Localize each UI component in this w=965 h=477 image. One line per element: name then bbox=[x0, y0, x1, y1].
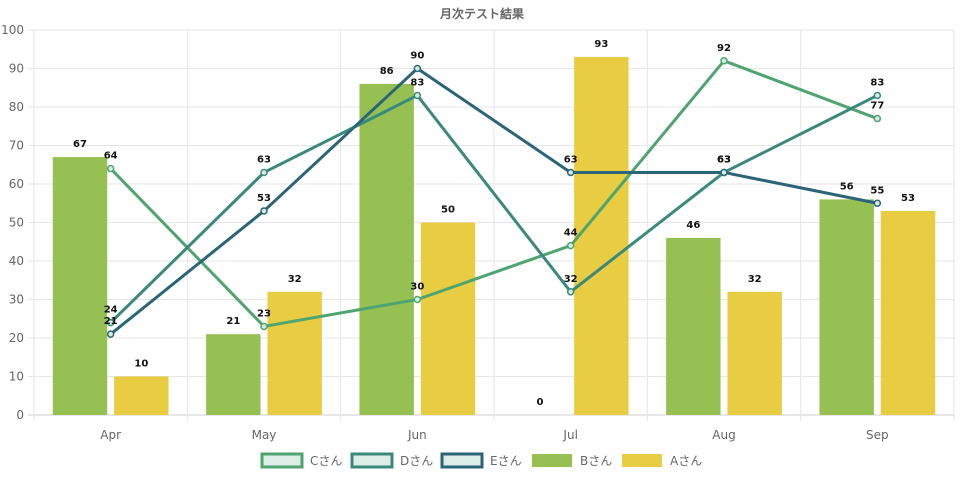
line-value-label: 63 bbox=[717, 154, 731, 165]
y-tick-label: 0 bbox=[16, 408, 24, 422]
line-value-label: 44 bbox=[564, 228, 578, 239]
line-value-label: 32 bbox=[564, 274, 578, 285]
data-labels: 67 21 86 0 46 56 10 32 50 93 32 53 64 23 30 44 92 77 24 63 8… bbox=[73, 39, 915, 408]
legend-label: Cさん bbox=[310, 454, 342, 468]
bar bbox=[574, 56, 629, 415]
legend-swatch bbox=[532, 454, 572, 467]
line-value-label: 21 bbox=[104, 316, 118, 327]
bar-value-label: 46 bbox=[686, 220, 700, 231]
line-value-label: 83 bbox=[870, 77, 884, 88]
legend-swatch bbox=[350, 452, 394, 469]
legend-swatch bbox=[622, 454, 662, 467]
series-point bbox=[566, 168, 575, 177]
y-tick-label: 40 bbox=[9, 254, 24, 268]
x-tick-label: Aug bbox=[712, 428, 735, 442]
bar-value-label: 50 bbox=[441, 205, 455, 216]
y-tick-label: 10 bbox=[9, 370, 24, 384]
line-value-label: 63 bbox=[257, 154, 271, 165]
bar-value-label: 10 bbox=[134, 359, 148, 370]
line-value-label: 63 bbox=[717, 154, 731, 165]
y-tick-label: 90 bbox=[9, 62, 24, 76]
y-tick-label: 50 bbox=[9, 216, 24, 230]
series-line bbox=[109, 93, 879, 324]
series-point bbox=[566, 241, 575, 250]
line-value-label: 77 bbox=[870, 101, 884, 112]
bar bbox=[206, 334, 261, 415]
line-value-label: 23 bbox=[257, 308, 271, 319]
series-line bbox=[109, 59, 878, 328]
series-point bbox=[873, 91, 882, 100]
series-point bbox=[413, 91, 422, 100]
bar-value-label: 56 bbox=[840, 181, 854, 192]
line-value-label: 83 bbox=[410, 77, 424, 88]
bar-value-label: 53 bbox=[901, 193, 915, 204]
grid bbox=[28, 29, 955, 421]
legend-swatch bbox=[440, 452, 484, 469]
line-value-label: 53 bbox=[257, 193, 271, 204]
line-value-label: 92 bbox=[717, 43, 731, 54]
x-tick-label: Jul bbox=[562, 428, 577, 442]
series-point bbox=[260, 322, 268, 331]
bar bbox=[420, 222, 476, 415]
bar-value-label: 86 bbox=[380, 66, 394, 77]
bar bbox=[52, 157, 108, 416]
series-point bbox=[873, 114, 882, 123]
legend-label: Aさん bbox=[670, 454, 702, 468]
bar-value-label: 67 bbox=[73, 139, 87, 150]
bar bbox=[727, 291, 782, 415]
legend-swatch bbox=[260, 452, 304, 469]
line-value-label: 24 bbox=[104, 305, 118, 316]
line-value-label: 30 bbox=[410, 282, 424, 293]
bar bbox=[880, 210, 936, 415]
series-point bbox=[873, 199, 882, 207]
series-point bbox=[106, 164, 115, 173]
series-point bbox=[720, 57, 728, 65]
legend: Cさん Dさん Eさん Bさん Aさん bbox=[260, 452, 702, 469]
series-point bbox=[720, 168, 728, 177]
series-point bbox=[566, 288, 575, 296]
line-value-label: 64 bbox=[104, 151, 118, 162]
line-value-label: 90 bbox=[410, 51, 424, 62]
legend-label: Dさん bbox=[400, 454, 433, 468]
bar bbox=[114, 376, 169, 415]
y-tick-label: 80 bbox=[9, 100, 24, 114]
legend-label: Bさん bbox=[580, 454, 612, 468]
bars bbox=[52, 56, 936, 416]
y-tick-label: 60 bbox=[9, 177, 24, 191]
lines bbox=[106, 57, 882, 338]
x-tick-label: Sep bbox=[866, 428, 889, 442]
series-point bbox=[413, 64, 422, 73]
legend-label: Eさん bbox=[490, 454, 522, 468]
bar-value-label: 21 bbox=[226, 316, 240, 327]
bar-value-label: 32 bbox=[748, 274, 762, 285]
line-value-label: 63 bbox=[564, 154, 578, 165]
bar-value-label: 93 bbox=[594, 39, 608, 50]
series-point bbox=[106, 330, 115, 338]
y-tick-label: 20 bbox=[9, 331, 24, 345]
y-tick-label: 100 bbox=[1, 23, 24, 37]
x-tick-label: May bbox=[252, 428, 277, 442]
series-point bbox=[260, 168, 268, 177]
series-point bbox=[413, 295, 422, 304]
bar-value-label: 0 bbox=[537, 397, 544, 408]
bar bbox=[666, 237, 721, 415]
bar-value-label: 32 bbox=[288, 274, 302, 285]
series-line bbox=[109, 67, 878, 336]
bar bbox=[819, 199, 874, 415]
bar bbox=[267, 291, 322, 415]
y-tick-label: 70 bbox=[9, 139, 24, 153]
x-tick-label: Jun bbox=[407, 428, 427, 442]
bar bbox=[359, 83, 414, 416]
series-point bbox=[106, 318, 115, 327]
line-value-label: 55 bbox=[870, 185, 884, 196]
y-tick-label: 30 bbox=[9, 293, 24, 307]
chart-title: 月次テスト結果 bbox=[439, 6, 524, 21]
series-point bbox=[260, 207, 268, 215]
x-tick-label: Apr bbox=[100, 428, 121, 442]
